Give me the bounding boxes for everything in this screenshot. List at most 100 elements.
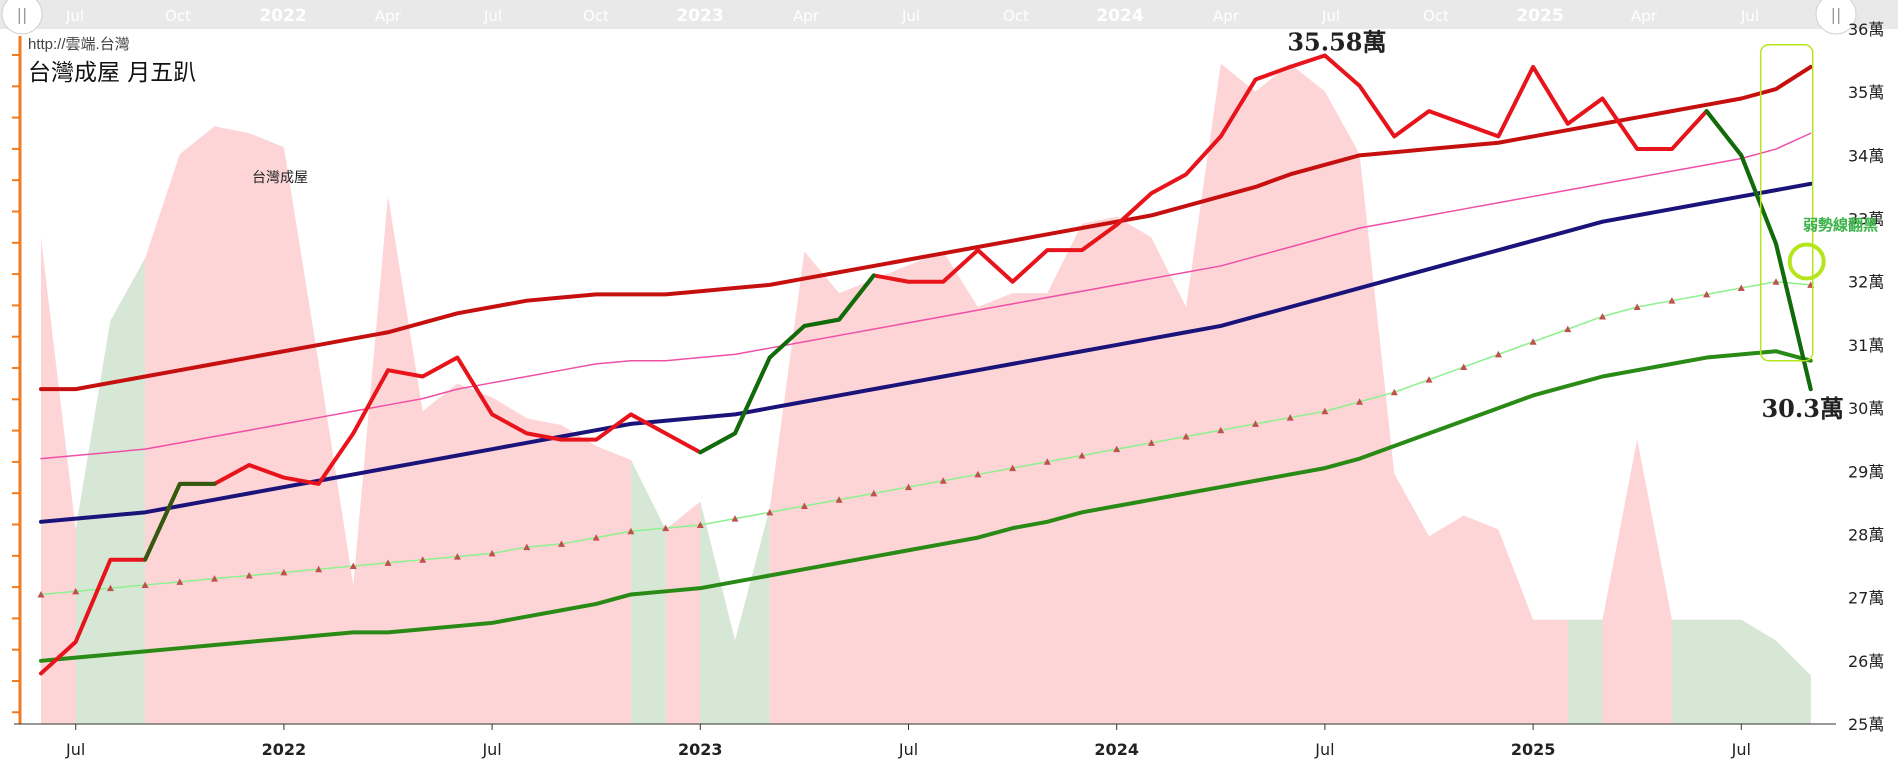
- trend-marker: [592, 534, 600, 541]
- navigator-tick: Apr: [375, 7, 402, 25]
- handle-knob[interactable]: [1815, 0, 1857, 35]
- area-fill-green: [75, 258, 146, 724]
- series-label: 台灣成屋: [252, 170, 308, 186]
- y-tick-label: 30萬: [1848, 399, 1884, 418]
- x-tick-label: Jul: [898, 740, 918, 759]
- navigator-tick: Jul: [65, 7, 84, 25]
- handle-knob[interactable]: [1, 0, 43, 35]
- trend-marker: [211, 575, 218, 582]
- trend-marker: [1182, 433, 1190, 440]
- y-tick-label: 33萬: [1848, 210, 1884, 229]
- trend-marker: [1078, 451, 1086, 459]
- area-fill-green: [1567, 619, 1603, 724]
- navigator-tick: Oct: [165, 7, 191, 25]
- trend-marker: [558, 540, 565, 547]
- y-tick-label: 31萬: [1848, 336, 1884, 355]
- trend-marker: [1286, 414, 1294, 421]
- trend-marker: [1633, 303, 1641, 310]
- area-fill-green: [700, 501, 770, 724]
- navigator-tick: 2024: [1096, 6, 1143, 26]
- trend-marker: [627, 527, 635, 535]
- pink-line: [40, 132, 1812, 460]
- trend-marker: [1737, 284, 1745, 292]
- source-url: http://雲端.台灣: [28, 36, 130, 53]
- annotations: 35.58萬 30.3萬 弱勢線翻黑: [1287, 28, 1878, 424]
- trend-marker: [1356, 398, 1364, 405]
- x-tick-label: 2024: [1094, 740, 1139, 759]
- y-tick-label: 27萬: [1848, 589, 1884, 608]
- trend-marker: [1668, 297, 1676, 304]
- navigator-tick: 2025: [1516, 6, 1563, 26]
- navigator-tick: Apr: [1631, 7, 1658, 25]
- navigator-tick: Apr: [1213, 7, 1240, 25]
- trend-marker: [419, 556, 427, 563]
- x-tick-label: 2025: [1511, 740, 1556, 759]
- trend-marker: [731, 515, 739, 522]
- y-tick-label: 26萬: [1848, 652, 1884, 671]
- trend-marker: [1043, 458, 1051, 465]
- navigator-tick: Jul: [1740, 7, 1759, 25]
- navigator-tick: Apr: [793, 7, 820, 25]
- lower-band-line: [39, 349, 1813, 663]
- trend-marker: [766, 508, 774, 516]
- trend-marker: [1529, 338, 1537, 345]
- trend-marker: [280, 568, 288, 576]
- x-tick-label: Jul: [1314, 740, 1334, 759]
- trend-marker: [1390, 388, 1398, 396]
- y-tick-label: 25萬: [1848, 715, 1884, 734]
- upper-band-line: [39, 64, 1813, 392]
- trend-line: [40, 280, 1812, 596]
- low-annotation: 30.3萬: [1761, 394, 1843, 423]
- x-tick-label: 2023: [678, 740, 723, 759]
- navigator[interactable]: Jul Oct 2022 Apr Jul Oct 2023 Apr Jul Oct 2024 Apr J…: [0, 0, 1898, 35]
- trend-marker: [1252, 420, 1259, 427]
- trend-marker: [662, 524, 670, 532]
- trend-marker: [1772, 278, 1780, 285]
- navigator-left-handle[interactable]: ||: [1, 0, 43, 35]
- navigator-background: [0, 0, 1898, 29]
- trend-marker: [870, 489, 878, 497]
- price-line-dark-segment: [143, 481, 217, 562]
- y-tick-label: 35萬: [1848, 83, 1884, 102]
- x-tick-label: Jul: [481, 740, 501, 759]
- line-series: [37, 53, 1815, 676]
- trend-marker: [176, 578, 184, 585]
- trend-marker: [905, 483, 912, 491]
- handle-grip-icon: ||: [1831, 5, 1842, 24]
- navigator-tick: Jul: [483, 7, 502, 25]
- navigator-tick: 2023: [676, 6, 723, 26]
- trend-marker: [974, 470, 982, 478]
- navigator-right-handle[interactable]: ||: [1815, 0, 1857, 35]
- trend-marker: [1460, 363, 1468, 371]
- navigator-tick: 2022: [259, 6, 306, 26]
- trend-marker: [696, 521, 704, 528]
- trend-marker: [453, 553, 461, 560]
- trend-marker: [800, 502, 808, 510]
- mid-line: [39, 181, 1813, 524]
- trend-marker: [488, 549, 496, 557]
- price-line: [39, 53, 1813, 676]
- y-tick-label: 29萬: [1848, 462, 1884, 481]
- trend-marker: [1564, 325, 1572, 333]
- highlight-circle: [1787, 242, 1826, 281]
- trend-marker: [384, 559, 392, 566]
- trend-marker: [1147, 439, 1155, 446]
- axes: 25萬 26萬 27萬 28萬 29萬 30萬 31萬 32萬 33萬 34萬 35萬 36萬 Jul 2…: [12, 20, 1884, 759]
- x-tick-label: Jul: [65, 740, 85, 759]
- navigator-tick: Jul: [901, 7, 920, 25]
- chart-title: 台灣成屋 月五趴: [28, 60, 196, 86]
- trend-marker: [1494, 350, 1502, 358]
- trend-marker: [1425, 376, 1433, 383]
- trend-marker: [37, 590, 45, 598]
- navigator-tick: Oct: [1003, 7, 1029, 25]
- y-tick-label: 28萬: [1848, 525, 1884, 544]
- price-line-weak-segment: [698, 273, 876, 455]
- y-tick-label: 34萬: [1848, 146, 1884, 165]
- trend-marker: [1217, 426, 1225, 434]
- trend-marker: [1009, 464, 1017, 472]
- navigator-tick: Oct: [583, 7, 609, 25]
- trend-marker: [1321, 407, 1329, 415]
- trend-marker: [349, 562, 357, 570]
- trend-marker: [315, 565, 323, 573]
